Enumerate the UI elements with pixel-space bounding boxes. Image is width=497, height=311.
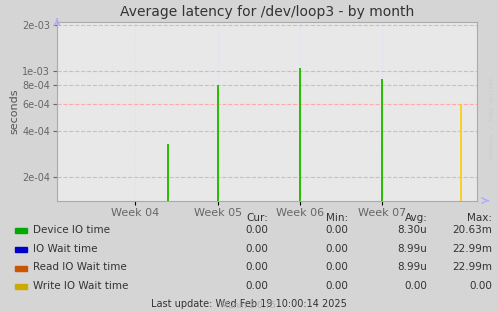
Text: 8.30u: 8.30u	[398, 225, 427, 235]
Text: Avg:: Avg:	[405, 213, 427, 223]
Text: 0.00: 0.00	[246, 262, 268, 272]
Text: Write IO Wait time: Write IO Wait time	[33, 281, 129, 291]
Text: Munin 2.0.75: Munin 2.0.75	[221, 301, 276, 310]
Text: Device IO time: Device IO time	[33, 225, 110, 235]
Text: Last update: Wed Feb 19 10:00:14 2025: Last update: Wed Feb 19 10:00:14 2025	[151, 299, 346, 309]
Text: RRDTOOL / TOBI OETIKER: RRDTOOL / TOBI OETIKER	[490, 77, 495, 160]
Text: 22.99m: 22.99m	[452, 244, 492, 254]
Text: IO Wait time: IO Wait time	[33, 244, 98, 254]
Text: Read IO Wait time: Read IO Wait time	[33, 262, 127, 272]
Text: 8.99u: 8.99u	[398, 244, 427, 254]
Text: 8.99u: 8.99u	[398, 262, 427, 272]
Text: 0.00: 0.00	[246, 244, 268, 254]
Text: Cur:: Cur:	[247, 213, 268, 223]
Text: 0.00: 0.00	[246, 225, 268, 235]
Text: 0.00: 0.00	[405, 281, 427, 291]
Text: Min:: Min:	[326, 213, 348, 223]
Text: 0.00: 0.00	[325, 262, 348, 272]
Title: Average latency for /dev/loop3 - by month: Average latency for /dev/loop3 - by mont…	[120, 5, 414, 19]
Text: 0.00: 0.00	[325, 244, 348, 254]
Text: Max:: Max:	[467, 213, 492, 223]
Text: 0.00: 0.00	[469, 281, 492, 291]
Text: 20.63m: 20.63m	[452, 225, 492, 235]
Text: 0.00: 0.00	[246, 281, 268, 291]
Text: 0.00: 0.00	[325, 225, 348, 235]
Text: 22.99m: 22.99m	[452, 262, 492, 272]
Text: 0.00: 0.00	[325, 281, 348, 291]
Y-axis label: seconds: seconds	[9, 88, 19, 134]
